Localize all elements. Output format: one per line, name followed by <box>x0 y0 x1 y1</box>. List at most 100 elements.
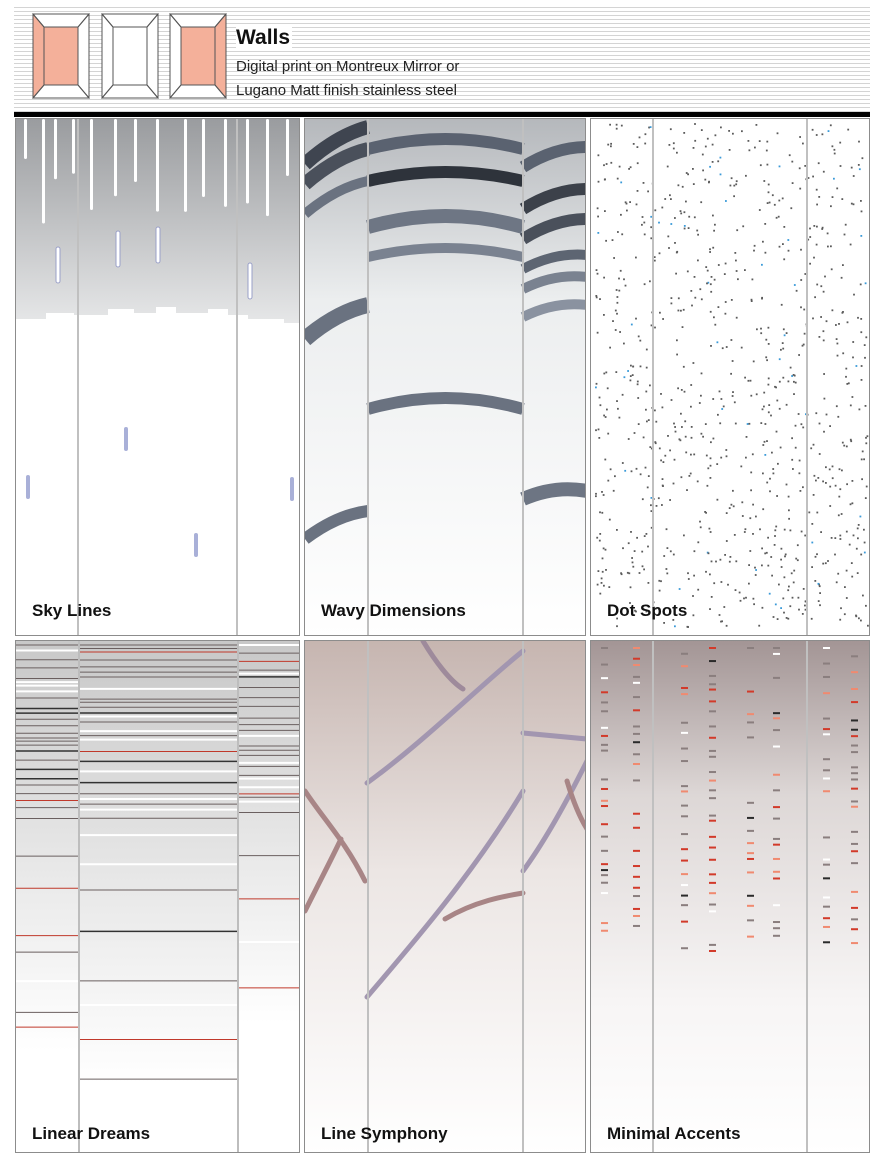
dot <box>709 310 712 313</box>
accent-dash <box>773 843 780 846</box>
dot <box>746 423 749 425</box>
dot <box>836 342 839 345</box>
dot <box>775 216 778 219</box>
dot <box>861 450 864 453</box>
dot <box>785 403 788 406</box>
accent-dash <box>709 858 716 861</box>
dot <box>766 140 769 143</box>
wave-band <box>305 297 370 346</box>
accent-dash <box>709 892 716 895</box>
dot <box>611 239 614 241</box>
dot <box>609 123 611 126</box>
dot <box>601 570 604 573</box>
dot <box>858 168 861 171</box>
dot <box>701 153 704 156</box>
dot <box>753 249 755 252</box>
dot <box>815 243 818 246</box>
dot <box>624 201 627 204</box>
dot <box>838 468 841 471</box>
dot <box>860 553 863 556</box>
dot <box>645 390 648 393</box>
accent-dash <box>773 806 780 809</box>
dot <box>677 184 680 187</box>
dot <box>681 326 684 328</box>
dot <box>705 570 707 573</box>
accent-dash <box>709 779 716 782</box>
dot <box>762 240 764 243</box>
accent-dash <box>773 773 780 776</box>
dot <box>697 233 699 236</box>
wave-band <box>519 141 585 173</box>
dot <box>697 259 699 262</box>
accent-dash <box>601 749 608 752</box>
dot <box>853 293 855 296</box>
dot <box>661 206 664 209</box>
accent-dash <box>773 927 780 930</box>
dot <box>798 472 801 475</box>
dot <box>762 444 765 446</box>
dot <box>654 326 656 329</box>
header-rule <box>14 112 870 117</box>
dot <box>706 484 709 487</box>
dot <box>720 620 722 623</box>
dot <box>782 597 785 600</box>
dot <box>789 529 792 532</box>
dot <box>679 210 682 212</box>
dot <box>666 547 669 549</box>
dot <box>827 130 830 132</box>
accent-dash <box>823 917 830 920</box>
dot <box>630 364 632 367</box>
wall-frame-right-icon <box>169 13 227 99</box>
dot <box>823 397 826 400</box>
dot <box>810 447 813 450</box>
dot <box>785 332 788 334</box>
dot <box>679 439 682 442</box>
dot <box>619 331 621 333</box>
dot <box>681 426 683 428</box>
dot <box>647 419 650 421</box>
dot <box>770 556 773 558</box>
dot <box>851 575 854 578</box>
accent-dash <box>823 790 830 793</box>
dot <box>663 622 665 624</box>
dot <box>683 390 686 393</box>
accent-dash <box>851 687 858 690</box>
dot <box>654 209 657 212</box>
dot <box>723 273 726 275</box>
dot <box>707 552 710 555</box>
dot <box>644 142 647 145</box>
dot <box>675 251 678 254</box>
accent-dash <box>851 751 858 754</box>
dot <box>864 405 867 407</box>
dot <box>636 162 639 165</box>
dot <box>839 488 842 491</box>
accent-dash <box>601 701 608 704</box>
dot <box>812 317 814 320</box>
dot <box>763 440 766 443</box>
dot <box>816 225 818 228</box>
dot <box>655 420 658 423</box>
dot <box>680 309 682 312</box>
dot <box>632 365 634 368</box>
dot <box>670 223 673 225</box>
dot <box>840 276 843 279</box>
dot <box>693 550 696 553</box>
dot <box>833 148 836 151</box>
accent-dash <box>709 943 716 946</box>
accent-dash <box>747 852 754 855</box>
dot <box>776 618 779 620</box>
dot <box>735 180 738 183</box>
accent-dash <box>601 726 608 729</box>
dot <box>709 457 712 460</box>
dot <box>741 515 744 517</box>
dot <box>597 570 600 572</box>
dot <box>787 495 790 498</box>
dot <box>636 536 638 539</box>
dot <box>793 374 796 377</box>
dot <box>650 504 652 507</box>
dot <box>598 437 601 439</box>
dot <box>799 136 801 138</box>
accent-dash <box>633 647 640 649</box>
dot <box>710 345 712 347</box>
dot <box>841 469 843 472</box>
